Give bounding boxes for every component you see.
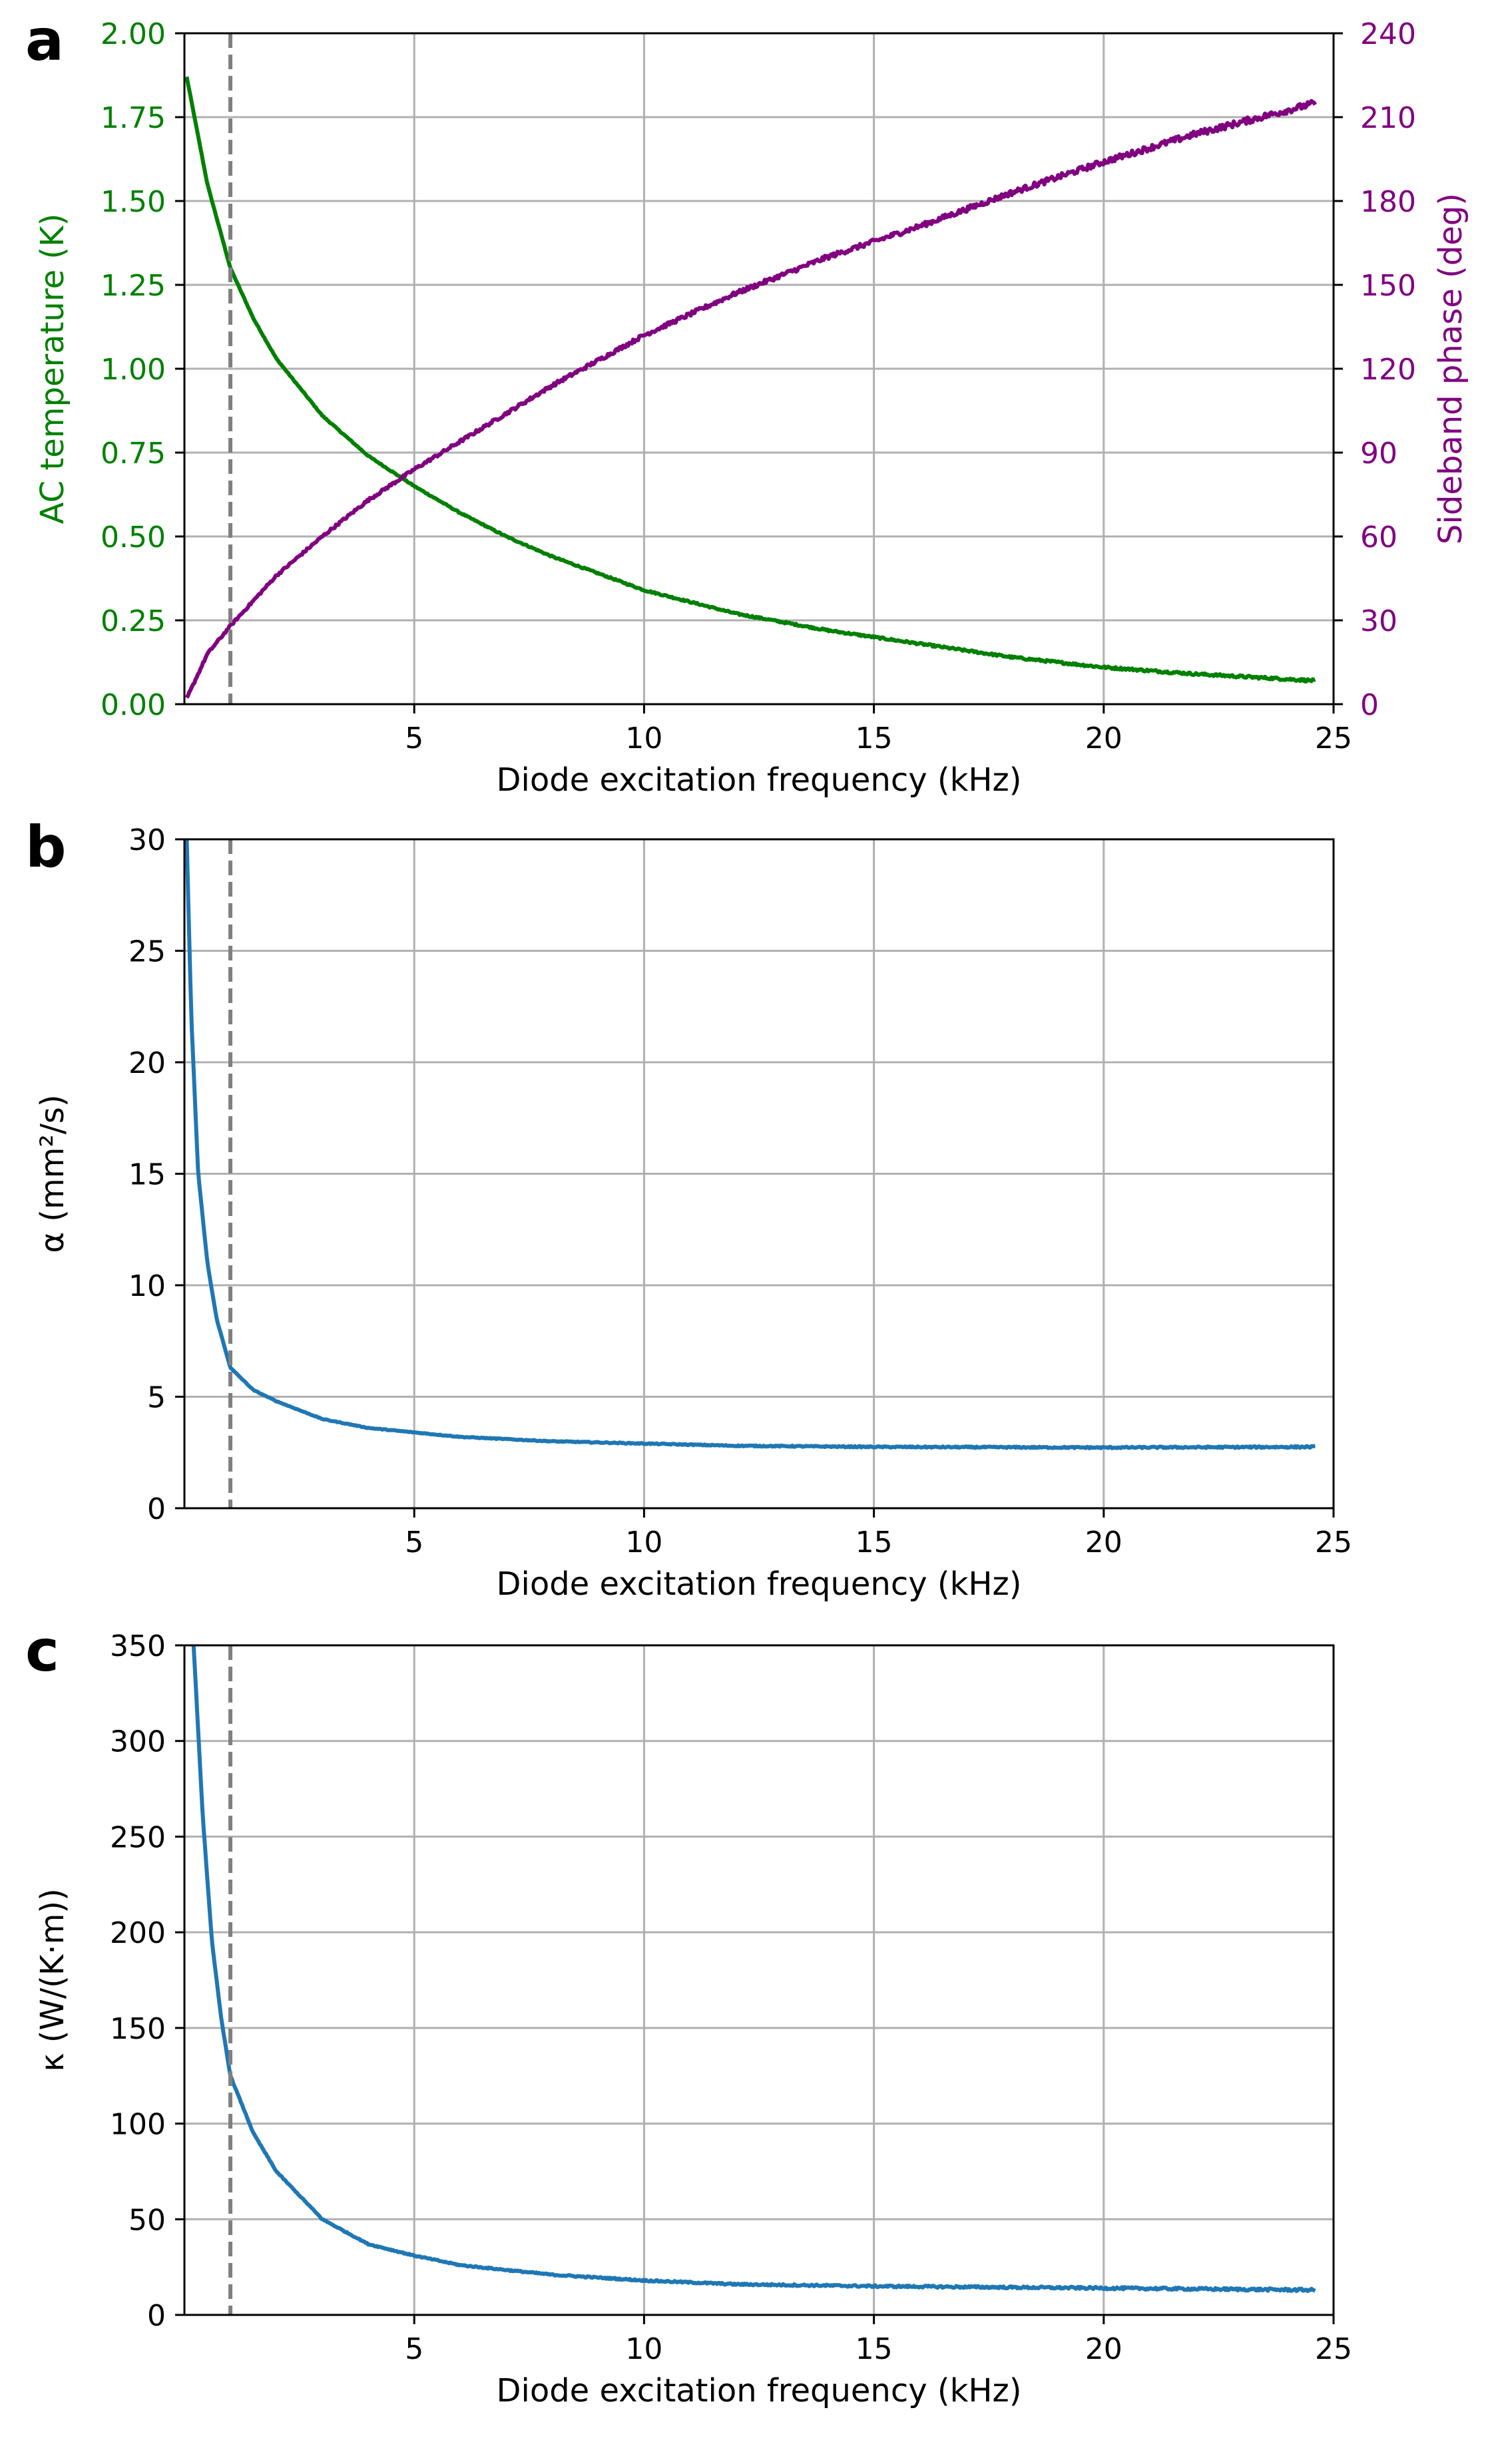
y-tick-label: 1.25 — [101, 269, 166, 303]
series-line-ac-temperature — [184, 76, 1316, 684]
panel-c: c 5 10 15 20 25 Diode excitation frequency (kH… — [25, 1618, 1352, 2409]
y-axis-label: α (mm²/s) — [34, 1094, 71, 1253]
x-tick-label: 5 — [405, 2332, 423, 2366]
y-axis-label: AC temperature (K) — [34, 214, 71, 524]
x-tick-label: 15 — [856, 1526, 893, 1559]
panel-b: b 5 10 15 20 25 Diode excitation frequency (kH… — [25, 814, 1352, 1603]
y-right-tick-label: 60 — [1360, 520, 1397, 554]
y-tick-label: 1.00 — [101, 353, 166, 387]
y-tick-label: 15 — [128, 1158, 166, 1192]
y-tick-label: 20 — [128, 1046, 166, 1080]
x-tick-label: 20 — [1085, 721, 1123, 755]
y-tick-label: 1.75 — [101, 101, 166, 135]
y-tick-label: 200 — [110, 1916, 166, 1950]
y-tick-label: 30 — [128, 823, 166, 857]
x-axis-label: Diode excitation frequency (kHz) — [497, 1565, 1022, 1603]
x-tick-label: 10 — [625, 721, 662, 755]
y-tick-label: 0.25 — [101, 604, 166, 638]
series-line- — [184, 839, 1316, 1450]
x-axis-label: Diode excitation frequency (kHz) — [497, 2372, 1022, 2409]
panel-a: a 5 10 15 20 25 Diode excitation frequency (kH… — [25, 7, 1469, 799]
x-tick-label: 10 — [625, 2332, 662, 2366]
panel-label: a — [25, 7, 64, 74]
series-line-sideband-phase — [184, 99, 1317, 699]
x-tick-label: 20 — [1085, 1526, 1123, 1559]
x-axis-label: Diode excitation frequency (kHz) — [497, 761, 1022, 799]
y-axis-label: κ (W/(K·m)) — [34, 1888, 71, 2072]
x-tick-label: 10 — [625, 1526, 662, 1559]
y-tick-label: 0 — [147, 1492, 166, 1526]
y-tick-label: 10 — [128, 1269, 166, 1303]
y-right-tick-label: 240 — [1360, 17, 1416, 51]
x-tick-label: 15 — [856, 2332, 893, 2366]
panel-label: b — [25, 814, 67, 881]
y-right-tick-label: 150 — [1360, 269, 1416, 303]
x-tick-label: 25 — [1315, 2332, 1352, 2366]
x-tick-label: 25 — [1315, 1526, 1352, 1559]
y-right-tick-label: 0 — [1360, 688, 1379, 722]
y-tick-label: 50 — [128, 2203, 166, 2237]
series-line- — [191, 1645, 1316, 2294]
y-tick-label: 25 — [128, 935, 166, 969]
y-tick-label: 0 — [147, 2299, 166, 2333]
y-tick-label: 250 — [110, 1820, 166, 1854]
panel-label: c — [25, 1618, 59, 1685]
x-tick-label: 5 — [405, 721, 423, 755]
plot-frame — [183, 1644, 1335, 2316]
y-tick-label: 5 — [147, 1381, 166, 1415]
y-tick-label: 150 — [110, 2012, 166, 2046]
y-tick-label: 0.50 — [101, 520, 166, 554]
y-tick-label: 100 — [110, 2108, 166, 2142]
y-tick-label: 0.00 — [101, 688, 166, 722]
y-right-tick-label: 30 — [1360, 604, 1397, 638]
y-right-tick-label: 90 — [1360, 437, 1397, 471]
y-right-tick-label: 180 — [1360, 185, 1416, 219]
y-right-axis-label: Sideband phase (deg) — [1432, 193, 1469, 544]
y-tick-label: 350 — [110, 1629, 166, 1663]
y-right-tick-label: 120 — [1360, 353, 1416, 387]
x-tick-label: 5 — [405, 1526, 423, 1559]
x-tick-label: 25 — [1315, 721, 1352, 755]
y-tick-label: 0.75 — [101, 437, 166, 471]
y-right-tick-label: 210 — [1360, 101, 1416, 135]
y-tick-label: 300 — [110, 1725, 166, 1759]
x-tick-label: 15 — [856, 721, 893, 755]
x-tick-label: 20 — [1085, 2332, 1123, 2366]
y-tick-label: 1.50 — [101, 185, 166, 219]
y-tick-label: 2.00 — [101, 17, 166, 51]
